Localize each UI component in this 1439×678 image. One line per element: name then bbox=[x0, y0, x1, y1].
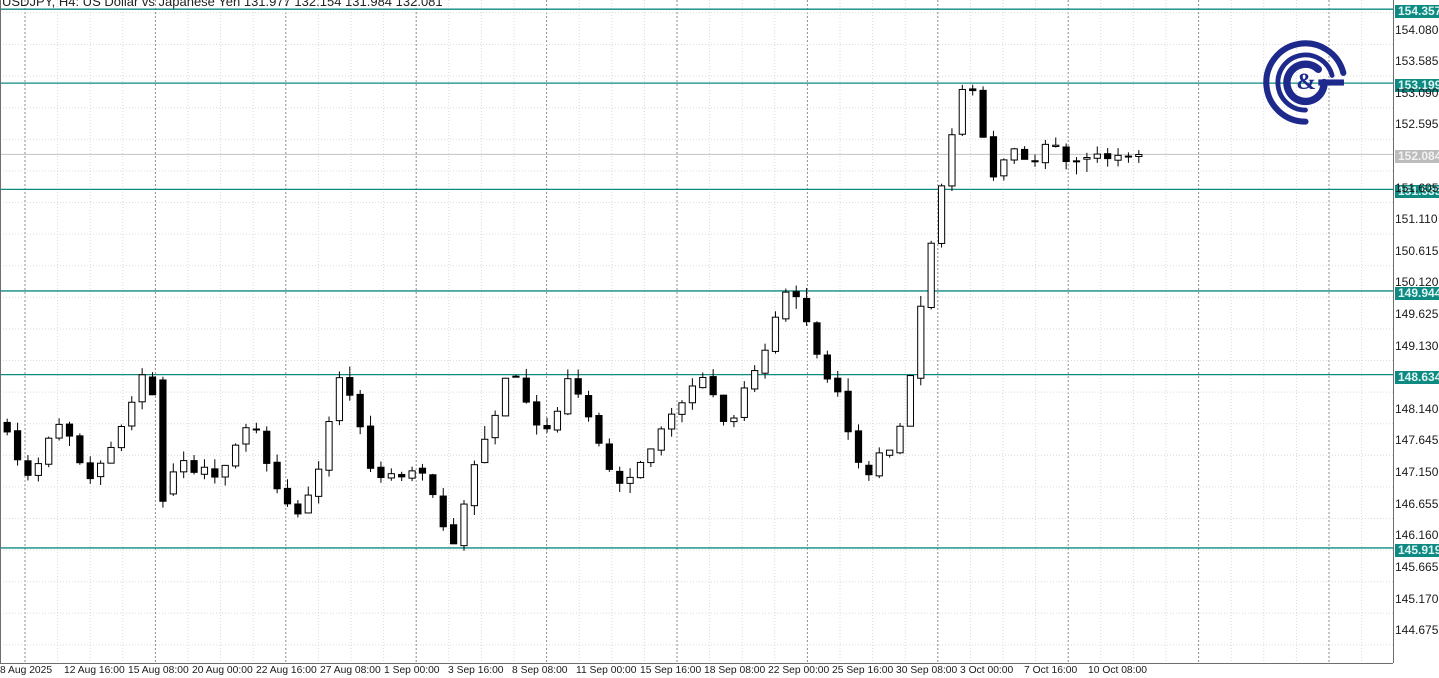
svg-text:&: & bbox=[1296, 69, 1316, 95]
